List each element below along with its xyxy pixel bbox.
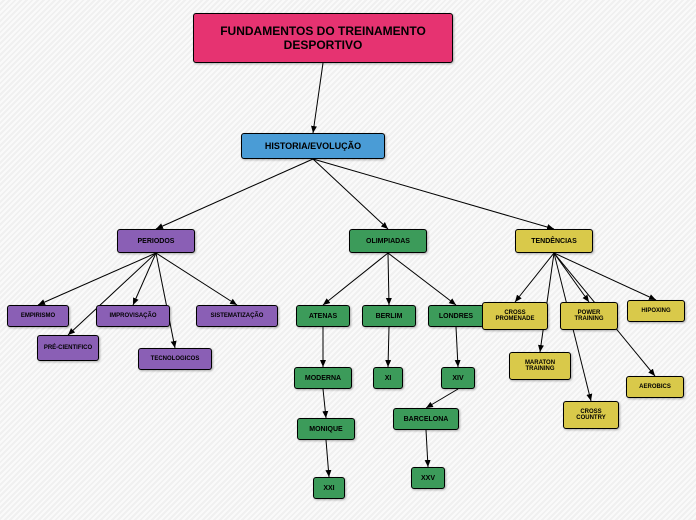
edge-hist-periodos	[156, 159, 313, 229]
edge-periodos-emp	[38, 253, 156, 305]
node-sist: SISTEMATIZAÇÃO	[196, 305, 278, 327]
node-londres: LONDRES	[428, 305, 484, 327]
edge-xiv-barcelona	[426, 389, 458, 408]
node-monique: MONIQUE	[297, 418, 355, 440]
node-olimp: OLIMPIADAS	[349, 229, 427, 253]
node-atenas: ATENAS	[296, 305, 350, 327]
edge-periodos-improv	[133, 253, 156, 305]
edge-olimp-berlim	[388, 253, 389, 305]
node-emp: EMPIRISMO	[7, 305, 69, 327]
node-periodos: PERIODOS	[117, 229, 195, 253]
edge-londres-xiv	[456, 327, 458, 367]
edge-berlim-xi	[388, 327, 389, 367]
edge-periodos-sist	[156, 253, 237, 305]
node-xiv: XIV	[441, 367, 475, 389]
edge-tend-cross	[515, 253, 554, 302]
node-root: FUNDAMENTOS DO TREINAMENTO DESPORTIVO	[193, 13, 453, 63]
node-improv: IMPROVISAÇÃO	[96, 305, 170, 327]
node-hipox: HIPOXING	[627, 300, 685, 322]
edge-olimp-londres	[388, 253, 456, 305]
edge-monique-xxi	[326, 440, 329, 477]
node-xi: XI	[373, 367, 403, 389]
edge-hist-olimp	[313, 159, 388, 229]
edge-tend-power	[554, 253, 589, 302]
edge-periodos-tecno	[156, 253, 175, 348]
node-berlim: BERLIM	[362, 305, 416, 327]
edge-tend-hipox	[554, 253, 656, 300]
node-cross: CROSS PROMENADE	[482, 302, 548, 330]
node-hist: HISTORIA/EVOLUÇÃO	[241, 133, 385, 159]
node-crossc: CROSS COUNTRY	[563, 401, 619, 429]
edges-layer	[0, 0, 696, 520]
node-moderna: MODERNA	[294, 367, 352, 389]
node-xxv: XXV	[411, 467, 445, 489]
node-tecno: TECNOLOGICOS	[138, 348, 212, 370]
edge-moderna-monique	[323, 389, 326, 418]
edge-hist-tend	[313, 159, 554, 229]
node-power: POWER TRAINING	[560, 302, 618, 330]
edge-barcelona-xxv	[426, 430, 428, 467]
node-tend: TENDÊNCIAS	[515, 229, 593, 253]
node-maraton: MARATON TRAINING	[509, 352, 571, 380]
edge-olimp-atenas	[323, 253, 388, 305]
node-aerob: AEROBICS	[626, 376, 684, 398]
node-xxi: XXI	[313, 477, 345, 499]
node-pre: PRÉ-CIENTIFICO	[37, 335, 99, 361]
edge-root-hist	[313, 63, 323, 133]
node-barcelona: BARCELONA	[393, 408, 459, 430]
